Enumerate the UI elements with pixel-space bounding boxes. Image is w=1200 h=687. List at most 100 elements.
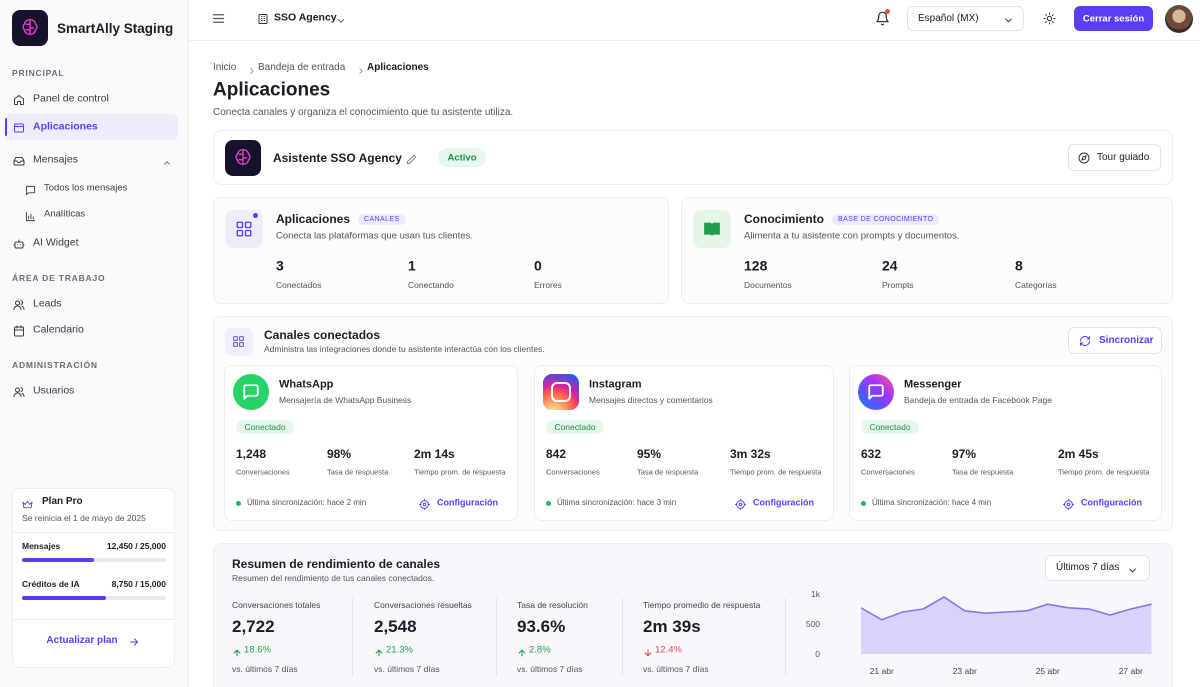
nav-item[interactable]: Panel de control bbox=[33, 92, 109, 105]
icon-part bbox=[419, 499, 430, 510]
language-select[interactable] bbox=[907, 6, 1024, 31]
icon-part bbox=[243, 384, 259, 400]
usage-value: 8,750 / 15,000 bbox=[111, 578, 166, 589]
channel-name: Messenger bbox=[904, 378, 962, 391]
kpi-divider bbox=[622, 598, 623, 676]
icon-part bbox=[738, 502, 743, 507]
icon bbox=[1127, 563, 1138, 574]
org-selector[interactable]: SSO Agency bbox=[274, 11, 337, 24]
icon-part bbox=[644, 649, 652, 657]
y-tick-label: 500 bbox=[805, 618, 820, 629]
icon-part bbox=[1043, 12, 1056, 25]
sync-label: Sincronizar bbox=[1099, 335, 1154, 346]
nav-item[interactable]: Leads bbox=[33, 297, 62, 310]
kpi-compare: vs. últimos 7 días bbox=[232, 663, 298, 674]
breadcrumb-item: Aplicaciones bbox=[367, 62, 429, 73]
upgrade-button[interactable]: Actualizar plan bbox=[46, 635, 118, 646]
icon-part bbox=[876, 11, 889, 26]
icon-part bbox=[244, 229, 252, 237]
channel-card bbox=[849, 365, 1162, 521]
channel-stat-value: 842 bbox=[546, 446, 567, 461]
icon-part bbox=[14, 123, 24, 133]
config-link[interactable]: Configuración bbox=[437, 497, 498, 508]
breadcrumb-item[interactable]: Bandeja de entrada bbox=[258, 62, 346, 73]
stat-value: 1 bbox=[408, 257, 416, 274]
stat-label: Errores bbox=[534, 279, 562, 290]
summary-title: Aplicaciones bbox=[276, 212, 351, 226]
icon bbox=[13, 93, 25, 105]
summary-title: Conocimiento bbox=[744, 212, 824, 226]
config-link[interactable]: Configuración bbox=[753, 497, 814, 508]
y-tick-label: 0 bbox=[815, 648, 820, 659]
icon-part bbox=[22, 500, 33, 509]
icon-part bbox=[644, 649, 652, 657]
avatar[interactable] bbox=[1165, 5, 1193, 33]
tour-button[interactable] bbox=[1068, 144, 1161, 171]
icon-part bbox=[359, 68, 363, 74]
sync-button[interactable] bbox=[1068, 327, 1162, 354]
nav-subitem[interactable]: Analíticas bbox=[44, 208, 86, 220]
icon-part bbox=[1080, 336, 1090, 346]
icon bbox=[13, 154, 25, 166]
tour-label: Tour guiado bbox=[1097, 152, 1150, 163]
channel-stat-value: 2m 45s bbox=[1058, 446, 1099, 461]
channel-stat-value: 1,248 bbox=[236, 446, 267, 461]
icon bbox=[232, 335, 245, 348]
channel-sync: Última sincronización: hace 2 min bbox=[247, 498, 367, 508]
usage-bar bbox=[22, 558, 94, 562]
breadcrumb-item[interactable]: Inicio bbox=[213, 62, 237, 73]
channel-stat-label: Tiempo prom. de respuesta bbox=[730, 467, 822, 477]
language-value: Español (MX) bbox=[918, 12, 979, 24]
icon-part bbox=[735, 499, 746, 510]
icon-part bbox=[13, 387, 25, 397]
kpi-value: 2,722 bbox=[232, 616, 275, 636]
channel-description: Mensajes directos y comentarios bbox=[589, 394, 713, 405]
icon-part bbox=[1078, 152, 1090, 164]
icon-part bbox=[422, 502, 427, 507]
icon-part bbox=[13, 160, 25, 163]
logout-button[interactable] bbox=[1074, 6, 1153, 31]
kpi-divider bbox=[496, 598, 497, 676]
range-select[interactable] bbox=[1045, 555, 1150, 581]
config-link[interactable]: Configuración bbox=[1081, 497, 1142, 508]
icon-part bbox=[736, 500, 745, 509]
kpi-compare: vs. últimos 7 días bbox=[643, 663, 709, 674]
nav-subitem[interactable]: Todos los mensajes bbox=[44, 182, 128, 194]
icon-part bbox=[14, 123, 24, 133]
icon-part bbox=[236, 229, 244, 237]
stat-value: 24 bbox=[882, 257, 898, 274]
icon-part bbox=[1066, 502, 1071, 507]
nav-item[interactable]: Aplicaciones bbox=[33, 120, 98, 133]
icon-part bbox=[15, 387, 20, 393]
icon-part bbox=[233, 336, 238, 341]
nav-item[interactable]: Calendario bbox=[33, 323, 84, 336]
icon bbox=[13, 298, 25, 310]
channels-icon-box bbox=[225, 328, 253, 356]
icon bbox=[13, 385, 25, 397]
kpi-label: Conversaciones totales bbox=[232, 599, 321, 610]
channel-logo-glyph bbox=[867, 383, 885, 401]
nav-item[interactable]: Mensajes bbox=[33, 153, 78, 166]
icon-part bbox=[419, 499, 430, 510]
edit-button bbox=[406, 152, 417, 165]
icon bbox=[419, 497, 430, 510]
channel-description: Bandeja de entrada de Facebook Page bbox=[904, 394, 1052, 405]
section-title: ADMINISTRACIÓN bbox=[12, 359, 98, 370]
icon-part bbox=[375, 649, 383, 657]
plan-title: Plan Pro bbox=[42, 496, 83, 507]
icon-part bbox=[704, 222, 720, 237]
icon bbox=[25, 209, 36, 221]
performance-title: Resumen de rendimiento de canales bbox=[232, 556, 441, 571]
kpi-trend bbox=[232, 645, 242, 657]
icon-part bbox=[233, 649, 241, 657]
channel-status-badge bbox=[236, 420, 294, 434]
nav-item[interactable]: AI Widget bbox=[33, 236, 79, 249]
icon bbox=[13, 121, 25, 133]
nav-item[interactable]: Usuarios bbox=[33, 384, 75, 397]
icon bbox=[128, 635, 140, 647]
channel-stat-label: Conversaciones bbox=[861, 467, 915, 477]
icon-part bbox=[1129, 568, 1136, 572]
notification-dot bbox=[885, 9, 890, 14]
stat-value: 3 bbox=[276, 257, 284, 274]
